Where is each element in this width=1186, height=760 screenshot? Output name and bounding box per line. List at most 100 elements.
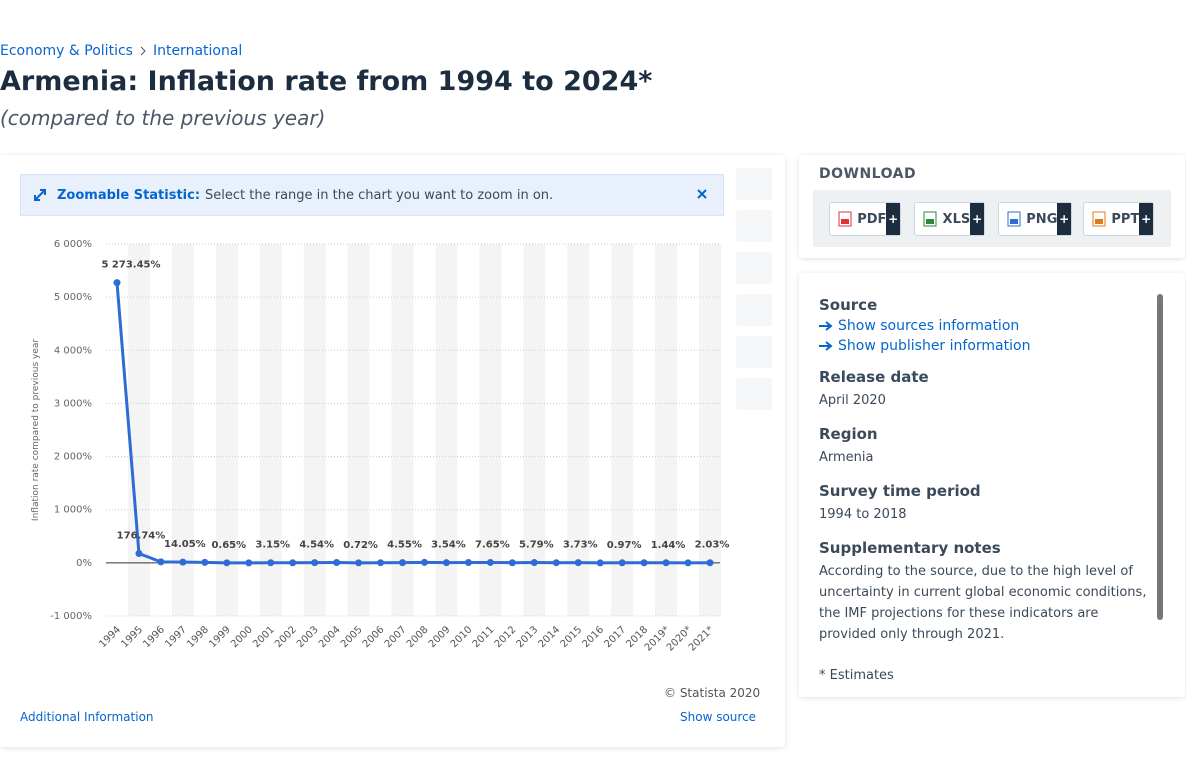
button-label[interactable]: PDF xyxy=(857,211,887,227)
y-tick-label: 1 000% xyxy=(54,505,92,516)
data-point xyxy=(442,559,450,567)
additional-info-link[interactable]: Additional Information xyxy=(20,710,154,724)
arrow-icon xyxy=(819,341,833,351)
details-panel xyxy=(799,273,1185,697)
data-label: 4.54% xyxy=(299,540,334,551)
category-band xyxy=(303,244,326,616)
button-plus[interactable]: + xyxy=(1057,203,1071,235)
data-label: 5 273.45% xyxy=(101,260,160,271)
data-point xyxy=(333,558,341,566)
publisher-link[interactable]: Show publisher information xyxy=(819,338,1149,354)
chart: Inflation rate compared to previous year… xyxy=(31,239,730,654)
details: Source Show sources information Show pub… xyxy=(819,296,1149,684)
download-button[interactable]: PDF + xyxy=(829,202,901,236)
data-point xyxy=(618,559,626,567)
data-point xyxy=(552,559,560,567)
data-point xyxy=(508,559,516,567)
x-tick-label: 2017 xyxy=(602,624,628,650)
field-label: Release date xyxy=(819,368,929,386)
cite-button[interactable] xyxy=(736,336,772,368)
link-text[interactable]: Show sources information xyxy=(838,318,1020,334)
button-label[interactable]: PPT xyxy=(1111,211,1140,227)
data-point xyxy=(113,279,121,287)
alert-button[interactable] xyxy=(736,210,772,242)
category-band xyxy=(567,244,590,616)
credit: © Statista 2020 xyxy=(664,686,761,700)
download-button[interactable]: XLS + xyxy=(914,202,985,236)
data-label: 14.05% xyxy=(164,539,206,550)
category-band xyxy=(523,244,546,616)
x-tick-label: 1999 xyxy=(207,624,233,650)
button-plus[interactable]: + xyxy=(970,203,984,235)
link-text[interactable]: Show publisher information xyxy=(838,338,1031,354)
data-point xyxy=(530,559,538,567)
sources-link[interactable]: Show sources information xyxy=(819,318,1149,334)
favorite-button[interactable] xyxy=(736,168,772,200)
field-value: Armenia xyxy=(819,450,874,465)
y-tick-label: 5 000% xyxy=(54,292,92,303)
data-point xyxy=(420,558,428,566)
data-point xyxy=(157,558,165,566)
data-label: 3.73% xyxy=(563,540,598,551)
x-tick-label: 2009 xyxy=(427,624,453,650)
data-label: 176.74% xyxy=(117,530,166,541)
data-point xyxy=(355,559,363,567)
button-label[interactable]: PNG xyxy=(1026,211,1058,227)
data-line xyxy=(115,282,711,565)
y-tick-label: 4 000% xyxy=(54,345,92,356)
show-source-link[interactable]: Show source xyxy=(680,710,757,724)
button-label[interactable]: XLS xyxy=(942,211,971,227)
category-band xyxy=(699,244,721,616)
data-point xyxy=(486,558,494,566)
x-tick-label: 1996 xyxy=(141,624,167,650)
notes: According to the source, due to the high… xyxy=(819,564,1147,642)
x-tick-label: 2008 xyxy=(405,624,431,650)
data-label: 2.03% xyxy=(695,540,730,551)
detail-field: Survey time period 1994 to 2018 xyxy=(819,482,1149,525)
y-tick-label: 3 000% xyxy=(54,398,92,409)
source-title: Source xyxy=(819,296,878,314)
data-point xyxy=(377,559,385,567)
close-icon[interactable] xyxy=(697,189,707,199)
category-band xyxy=(391,244,414,616)
page-title: Armenia: Inflation rate from 1994 to 202… xyxy=(0,66,653,97)
data-label: 5.79% xyxy=(519,540,554,551)
data-point xyxy=(289,559,297,567)
x-tick-label: 2007 xyxy=(383,624,409,650)
x-tick-label: 2000 xyxy=(229,624,255,650)
breadcrumb-link[interactable]: Economy & Politics xyxy=(0,43,133,59)
data-point xyxy=(267,559,275,567)
data-point xyxy=(223,559,231,567)
field-label: Survey time period xyxy=(819,482,981,500)
download-button[interactable]: PPT + xyxy=(1083,202,1154,236)
field-value: April 2020 xyxy=(819,393,886,408)
data-point xyxy=(464,558,472,566)
file-icon xyxy=(1092,211,1106,227)
category-band xyxy=(259,244,282,616)
settings-button[interactable] xyxy=(736,252,772,284)
x-tick-label: 2016 xyxy=(581,624,607,650)
data-point xyxy=(399,559,407,567)
x-tick-label: 1994 xyxy=(97,624,123,650)
data-point xyxy=(574,559,582,567)
print-button[interactable] xyxy=(736,378,772,410)
share-button[interactable] xyxy=(736,294,772,326)
category-band xyxy=(215,244,238,616)
button-plus[interactable]: + xyxy=(886,203,900,235)
download-button[interactable]: PNG + xyxy=(998,202,1072,236)
x-tick-label: 1995 xyxy=(119,624,145,650)
zoom-label: Zoomable Statistic: xyxy=(57,187,201,203)
footnote: * Estimates xyxy=(819,668,894,683)
arrow-icon xyxy=(819,321,833,331)
data-point xyxy=(179,558,187,566)
x-tick-label: 2002 xyxy=(273,624,299,650)
data-point xyxy=(135,549,143,557)
page-subtitle: (compared to the previous year) xyxy=(0,106,326,130)
category-band xyxy=(611,244,634,616)
data-point xyxy=(596,559,604,567)
category-band xyxy=(435,244,458,616)
y-tick-label: 6 000% xyxy=(54,239,92,250)
breadcrumb-link[interactable]: International xyxy=(152,43,243,59)
button-plus[interactable]: + xyxy=(1139,203,1153,235)
y-tick-label: 2 000% xyxy=(54,452,92,463)
